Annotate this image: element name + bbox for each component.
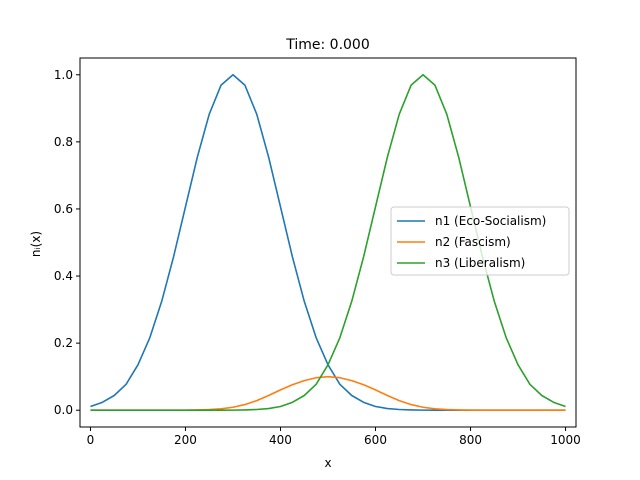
x-axis-label: x bbox=[324, 456, 331, 470]
x-axis-ticks: 0 200 400 600 800 1000 bbox=[87, 427, 581, 447]
legend: n1 (Eco-Socialism) n2 (Fascism) n3 (Libera… bbox=[390, 206, 570, 276]
y-axis-ticks: 0.0 0.2 0.4 0.6 0.8 1.0 bbox=[54, 68, 80, 417]
x-tick-label: 200 bbox=[174, 433, 197, 447]
x-tick-label: 1000 bbox=[550, 433, 581, 447]
legend-label-3: n3 (Liberalism) bbox=[435, 256, 525, 270]
x-tick-label: 600 bbox=[364, 433, 387, 447]
x-tick-label: 800 bbox=[459, 433, 482, 447]
plot-frame bbox=[79, 57, 577, 428]
y-axis-label: nᵢ(x) bbox=[29, 231, 43, 257]
y-tick-label: 1.0 bbox=[54, 68, 73, 82]
x-tick-label: 0 bbox=[87, 433, 95, 447]
series-line-2 bbox=[90, 375, 566, 412]
y-tick-label: 0.2 bbox=[54, 336, 73, 350]
x-tick-label: 400 bbox=[269, 433, 292, 447]
legend-label-2: n2 (Fascism) bbox=[435, 235, 511, 249]
legend-box bbox=[390, 206, 570, 276]
legend-label-1: n1 (Eco-Socialism) bbox=[435, 214, 546, 228]
y-tick-label: 0.0 bbox=[54, 403, 73, 417]
y-tick-label: 0.6 bbox=[54, 202, 73, 216]
y-tick-label: 0.4 bbox=[54, 269, 73, 283]
chart-title: Time: 0.000 bbox=[285, 37, 370, 53]
y-tick-label: 0.8 bbox=[54, 135, 73, 149]
